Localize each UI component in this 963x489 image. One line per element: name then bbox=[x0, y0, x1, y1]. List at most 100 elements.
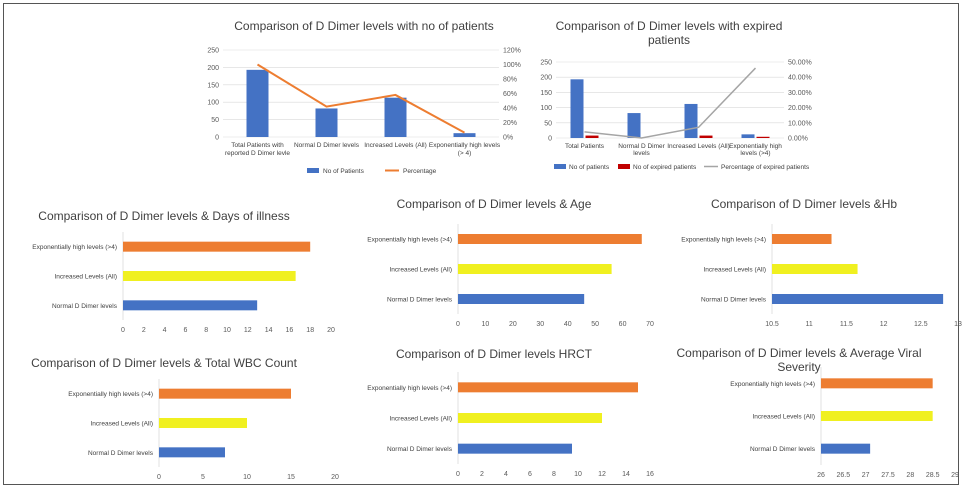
chart-title: patients bbox=[648, 33, 690, 47]
x-tick-label: (> 4) bbox=[458, 150, 472, 157]
x-tick-label: 4 bbox=[163, 327, 167, 334]
bar bbox=[458, 382, 638, 393]
chart-title: Comparison of D Dimer levels HRCT bbox=[396, 347, 593, 361]
chart-patients: Comparison of D Dimer levels with no of … bbox=[207, 19, 521, 175]
x-tick-label: Exponentially high bbox=[729, 143, 782, 150]
y2-tick-label: 30.00% bbox=[788, 90, 812, 97]
bar bbox=[159, 447, 225, 458]
bar bbox=[741, 134, 755, 138]
y-tick-label: Increased Levels (All) bbox=[704, 267, 767, 274]
x-tick-label: Exponentially high levels bbox=[429, 142, 501, 149]
y-tick-label: Normal D Dimer levels bbox=[387, 297, 453, 304]
chart-hrct: Comparison of D Dimer levels HRCT 0 2 4 6 8 10… bbox=[367, 347, 654, 478]
chart-title: Comparison of D Dimer levels & Days of i… bbox=[38, 209, 289, 223]
y2-tick-label: 120% bbox=[503, 48, 521, 55]
x-tick-label: 11.5 bbox=[840, 321, 853, 328]
x-tick-label: 50 bbox=[591, 321, 599, 328]
bar bbox=[772, 234, 832, 244]
bar bbox=[123, 300, 258, 311]
x-tick-label: 20 bbox=[509, 321, 517, 328]
chart-expired: Comparison of D Dimer levels with expire… bbox=[540, 19, 812, 171]
y-tick-label: Increased Levels (All) bbox=[55, 274, 118, 281]
chart-title: Comparison of D Dimer levels &Hb bbox=[711, 197, 897, 211]
x-tick-label: 2 bbox=[480, 471, 484, 478]
x-tick-label: 15 bbox=[287, 474, 295, 481]
x-tick-label: Total Patients with bbox=[231, 142, 284, 149]
y-tick-label: Increased Levels (All) bbox=[753, 414, 816, 421]
y-tick-label: Normal D Dimer levels bbox=[387, 446, 453, 453]
chart-viral-severity: Comparison of D Dimer levels & Average V… bbox=[677, 346, 959, 479]
x-tick-label: 11 bbox=[806, 321, 813, 328]
x-tick-label: 4 bbox=[504, 471, 508, 478]
chart-title: Comparison of D Dimer levels & Average V… bbox=[677, 346, 922, 360]
y-tick-label: Normal D Dimer levels bbox=[88, 450, 154, 457]
bar bbox=[821, 378, 933, 389]
y-tick-label: Exponentially high levels (>4) bbox=[367, 385, 452, 392]
legend-swatch bbox=[554, 164, 566, 169]
y2-tick-label: 20% bbox=[503, 120, 517, 127]
x-tick-label: 26.5 bbox=[837, 472, 851, 479]
bar bbox=[756, 136, 770, 138]
legend-label: Percentage of expired patients bbox=[721, 164, 810, 171]
y2-tick-label: 50.00% bbox=[788, 60, 812, 67]
bar bbox=[627, 113, 641, 138]
y2-tick-label: 60% bbox=[503, 91, 517, 98]
x-tick-label: 0 bbox=[121, 327, 125, 334]
x-tick-label: 40 bbox=[564, 321, 572, 328]
x-tick-label: 13 bbox=[954, 321, 962, 328]
bar bbox=[570, 79, 584, 138]
x-tick-label: 6 bbox=[528, 471, 532, 478]
y-tick-label: Increased Levels (All) bbox=[91, 421, 154, 428]
y-tick-label: Exponentially high levels (>4) bbox=[32, 244, 117, 251]
bar bbox=[123, 241, 311, 252]
bar bbox=[684, 103, 698, 138]
y-tick-label: Increased Levels (All) bbox=[390, 267, 453, 274]
x-tick-label: 16 bbox=[286, 327, 294, 334]
x-tick-label: reported D Dimer levle bbox=[225, 150, 290, 157]
x-tick-label: levels (>4) bbox=[740, 150, 770, 157]
x-tick-label: 27.5 bbox=[881, 472, 895, 479]
legend-swatch bbox=[618, 164, 630, 169]
x-tick-label: 0 bbox=[157, 474, 161, 481]
y-tick-label: 200 bbox=[540, 75, 552, 82]
legend-label: No of patients bbox=[569, 164, 610, 171]
x-tick-label: 10 bbox=[482, 321, 490, 328]
y-tick-label: 250 bbox=[207, 48, 219, 55]
y-tick-label: Normal D Dimer levels bbox=[750, 446, 816, 453]
legend-label: No of Patients bbox=[323, 168, 365, 175]
x-tick-label: 8 bbox=[204, 327, 208, 334]
bar bbox=[458, 294, 585, 304]
y-tick-label: 0 bbox=[548, 136, 552, 143]
bar bbox=[772, 294, 944, 304]
series-line bbox=[584, 67, 757, 139]
y2-tick-label: 40% bbox=[503, 106, 517, 113]
y2-tick-label: 0% bbox=[503, 135, 513, 142]
x-tick-label: 30 bbox=[536, 321, 544, 328]
x-tick-label: 20 bbox=[331, 474, 339, 481]
x-tick-label: 27 bbox=[862, 472, 870, 479]
x-tick-label: 5 bbox=[201, 474, 205, 481]
x-tick-label: 12 bbox=[880, 321, 888, 328]
x-tick-label: 28.5 bbox=[926, 472, 940, 479]
x-tick-label: 8 bbox=[552, 471, 556, 478]
x-tick-label: 29 bbox=[951, 472, 959, 479]
x-tick-label: 6 bbox=[183, 327, 187, 334]
y-tick-label: 0 bbox=[215, 135, 219, 142]
y-tick-label: 150 bbox=[207, 82, 219, 89]
y2-tick-label: 20.00% bbox=[788, 105, 812, 112]
chart-title: Severity bbox=[777, 360, 820, 374]
bar bbox=[315, 108, 338, 137]
y-tick-label: Increased Levels (All) bbox=[390, 416, 453, 423]
x-tick-label: 20 bbox=[327, 327, 335, 334]
x-tick-label: 60 bbox=[619, 321, 627, 328]
y2-tick-label: 40.00% bbox=[788, 75, 812, 82]
chart-wbc: Comparison of D Dimer levels & Total WBC… bbox=[31, 356, 339, 481]
series-line bbox=[256, 63, 465, 134]
y2-tick-label: 10.00% bbox=[788, 120, 812, 127]
bar bbox=[453, 133, 476, 137]
bar bbox=[585, 135, 599, 138]
x-tick-label: 12 bbox=[244, 327, 252, 334]
legend-swatch bbox=[307, 168, 319, 173]
x-tick-label: 10 bbox=[574, 471, 582, 478]
x-tick-label: 12 bbox=[598, 471, 606, 478]
